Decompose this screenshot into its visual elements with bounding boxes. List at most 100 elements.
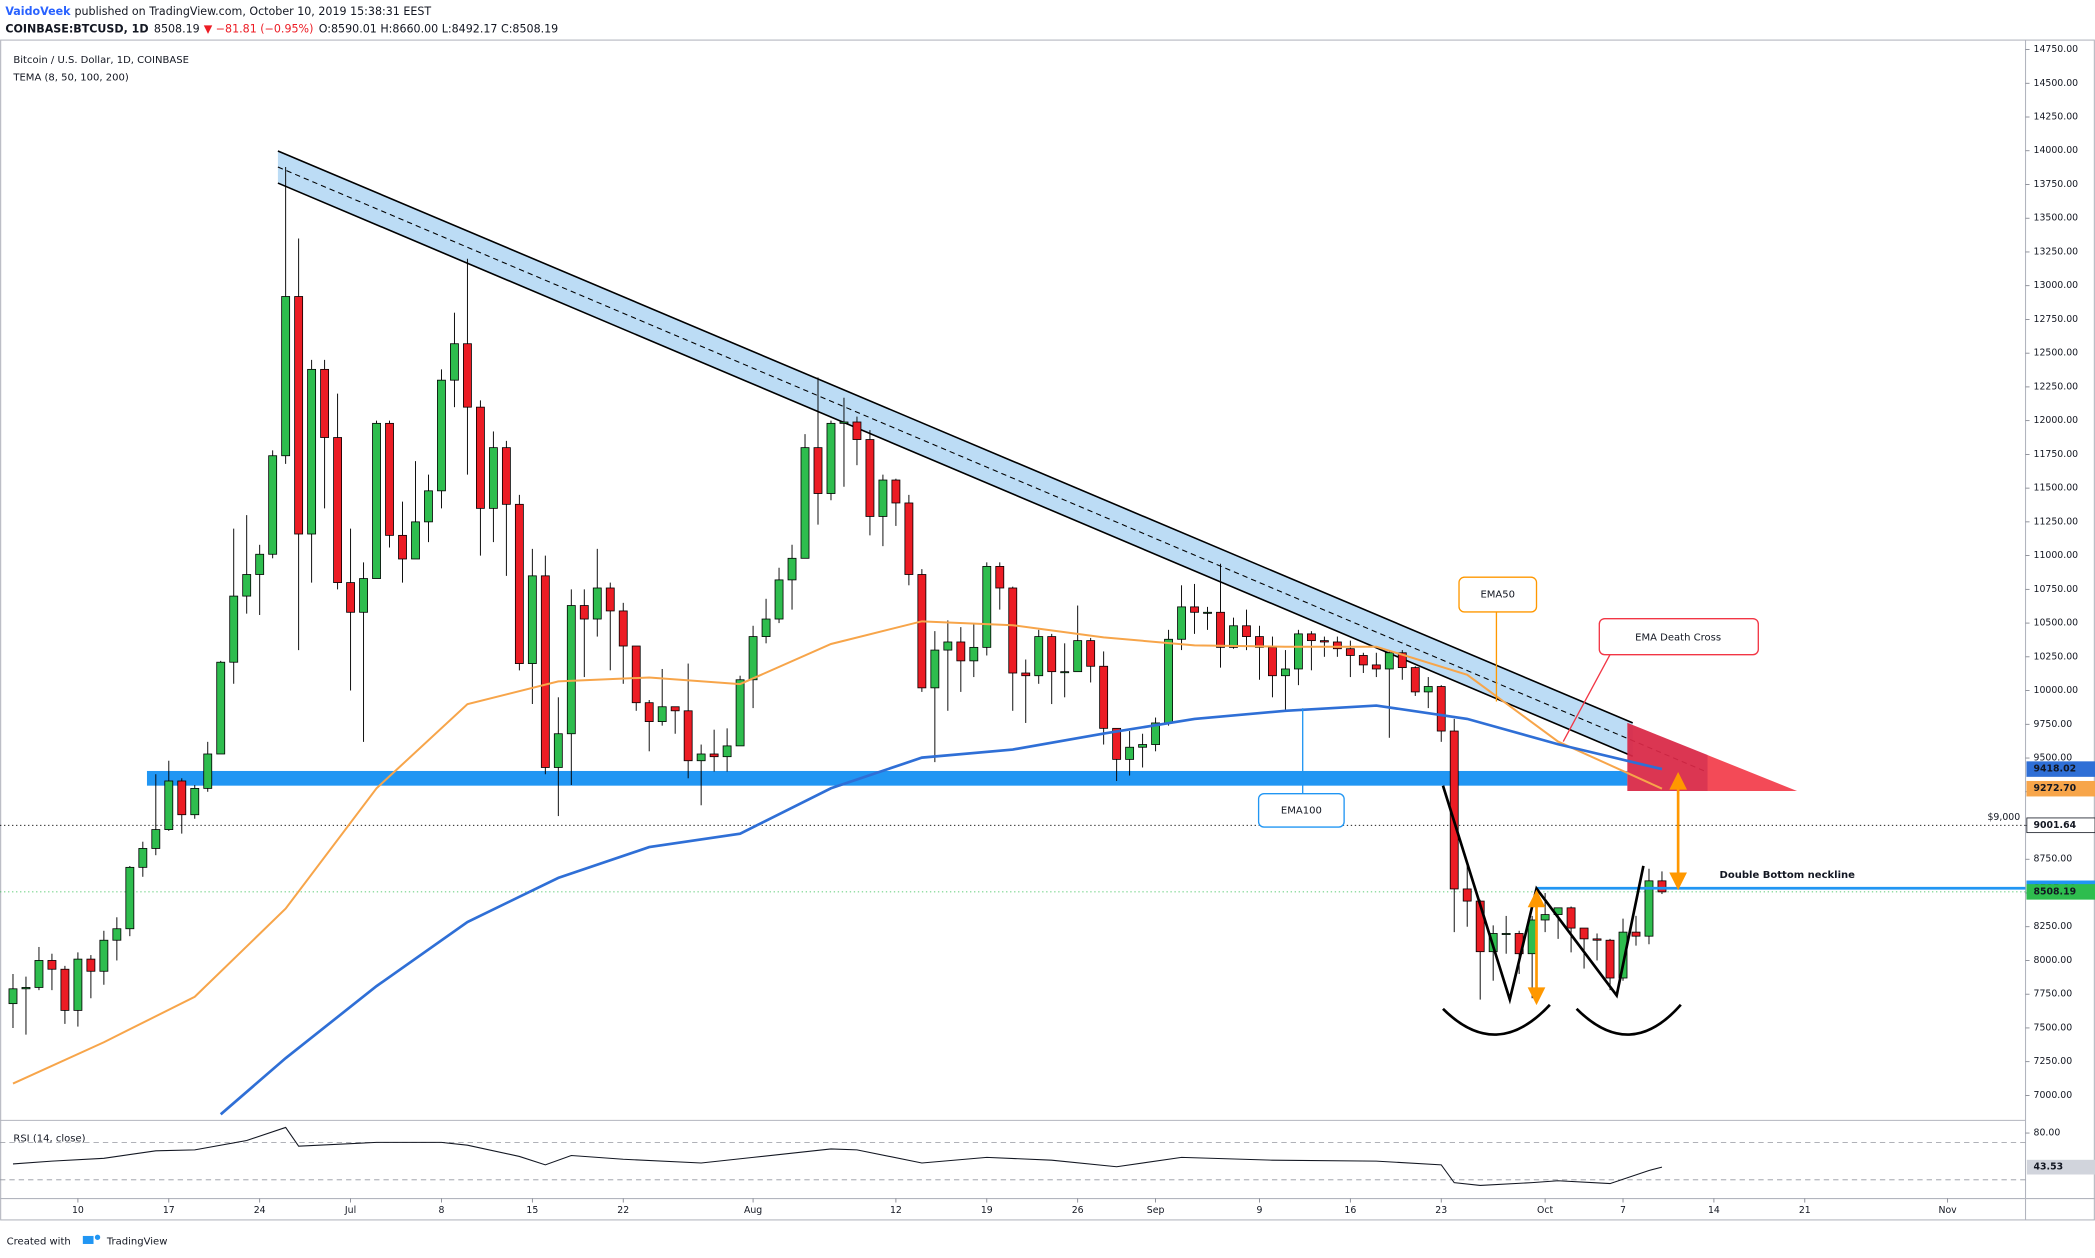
candle-body xyxy=(60,968,70,1011)
arrow-head xyxy=(1669,872,1687,891)
y-tick-label: 12500.00 xyxy=(2034,348,2079,359)
x-tick-label: Aug xyxy=(744,1205,762,1216)
callout-ema100: EMA100 xyxy=(1281,805,1322,816)
x-tick-label: 16 xyxy=(1344,1205,1356,1216)
candle-body xyxy=(424,490,433,523)
candle-body xyxy=(1631,931,1641,937)
ema-line xyxy=(219,704,1663,1116)
candle-body xyxy=(930,649,940,689)
x-tick-label: 12 xyxy=(890,1205,902,1216)
candle-body xyxy=(735,679,745,747)
candle-body xyxy=(657,706,667,722)
candle-body xyxy=(514,503,524,664)
symbol: COINBASE:BTCUSD, 1D xyxy=(5,22,148,35)
channel-fill xyxy=(277,150,1633,757)
candle-body xyxy=(320,368,330,438)
y-tick-label: 11500.00 xyxy=(2034,483,2079,494)
candle-body xyxy=(1034,636,1044,677)
price-tag-label: 9272.70 xyxy=(2034,783,2077,794)
candle-body xyxy=(411,521,420,560)
candle-body xyxy=(683,710,693,762)
y-tick-label: 14000.00 xyxy=(2034,145,2079,156)
candle-body xyxy=(748,636,758,681)
candle-body xyxy=(190,787,200,816)
candle-body xyxy=(592,587,602,620)
candle-body xyxy=(709,753,719,758)
price-tag xyxy=(2026,780,2095,797)
quote-line: COINBASE:BTCUSD, 1D 8508.19 ▼ −81.81 (−0.9… xyxy=(5,22,558,35)
candle-body xyxy=(281,296,291,457)
price-tag-label: 8508.19 xyxy=(2034,886,2077,897)
candle-body xyxy=(463,343,472,408)
candle-body xyxy=(216,661,226,755)
w-pattern xyxy=(1441,785,1645,1005)
candle-body xyxy=(722,745,732,758)
support-zone xyxy=(146,770,1628,786)
chart-subtitle: TEMA (8, 50, 100, 200) xyxy=(12,72,128,83)
published: published on TradingView.com, October 10… xyxy=(75,5,432,18)
candle-body xyxy=(943,641,953,651)
x-tick-label: 22 xyxy=(617,1205,629,1216)
candle-body xyxy=(1242,625,1251,637)
y-tick-label: 12250.00 xyxy=(2034,381,2079,392)
price-tag-label: 9418.02 xyxy=(2034,764,2077,775)
candle-body xyxy=(1410,667,1420,693)
x-tick-label: 15 xyxy=(526,1205,538,1216)
y-tick-label: 12750.00 xyxy=(2034,314,2079,325)
y-tick-label: 7750.00 xyxy=(2034,989,2073,1000)
x-tick-label: 17 xyxy=(163,1205,175,1216)
x-tick-label: Nov xyxy=(1938,1205,1957,1216)
candle-body xyxy=(437,379,446,492)
callout-box xyxy=(1458,576,1538,613)
candle-body xyxy=(255,553,265,575)
y-tick-label: 14500.00 xyxy=(2034,78,2079,89)
candle-body xyxy=(1268,646,1277,677)
candle-body xyxy=(372,422,381,579)
rsi-line xyxy=(12,1126,1663,1186)
author[interactable]: VaidoVeek xyxy=(5,5,71,18)
y-tick-label: 9500.00 xyxy=(2034,753,2073,764)
candle-body xyxy=(1099,665,1109,729)
x-tick-label: 26 xyxy=(1072,1205,1084,1216)
candle-body xyxy=(151,829,161,849)
neckline-label: Double Bottom neckline xyxy=(1720,870,1856,881)
candle-body xyxy=(878,479,888,517)
change: ▼ −81.81 (−0.95%) xyxy=(204,22,314,35)
candle-body xyxy=(99,939,109,972)
candle-body xyxy=(605,587,615,612)
y-tick-label: 8000.00 xyxy=(2034,955,2073,966)
footer-brand[interactable]: TradingView xyxy=(106,1236,168,1247)
candle-body xyxy=(1436,686,1446,732)
y-tick-label: 10000.00 xyxy=(2034,685,2079,696)
candle-body xyxy=(1358,655,1368,666)
y-tick-label: 13500.00 xyxy=(2034,213,2079,224)
candle-body xyxy=(1566,907,1576,929)
candle-body xyxy=(138,848,148,868)
x-tick-label: 9 xyxy=(1256,1205,1262,1216)
x-tick-label: 14 xyxy=(1708,1205,1720,1216)
x-tick-label: 19 xyxy=(981,1205,993,1216)
candle-body xyxy=(501,447,511,505)
y-tick-label: 7500.00 xyxy=(2034,1022,2073,1033)
candle-body xyxy=(294,296,304,535)
candle-body xyxy=(1345,648,1355,656)
candle-body xyxy=(618,610,628,647)
callout-ema50: EMA50 xyxy=(1480,590,1515,601)
candle-body xyxy=(540,575,550,768)
y-tick-label: 13750.00 xyxy=(2034,179,2079,190)
round-level-label: $9,000 xyxy=(1987,812,2020,823)
candle-body xyxy=(47,960,57,970)
candle-body xyxy=(1384,652,1394,670)
candle-body xyxy=(956,641,966,662)
y-tick-label: 8250.00 xyxy=(2034,921,2073,932)
channel-mid xyxy=(277,166,1708,773)
footer-created: Created with xyxy=(7,1236,71,1247)
rsi-tag-label: 43.53 xyxy=(2034,1162,2064,1173)
candle-body xyxy=(1112,727,1122,760)
candle-body xyxy=(1397,652,1407,669)
x-tick-label: 8 xyxy=(438,1205,444,1216)
y-tick-label: 13250.00 xyxy=(2034,246,2079,257)
candle-body xyxy=(359,578,368,613)
candle-body xyxy=(164,780,174,830)
